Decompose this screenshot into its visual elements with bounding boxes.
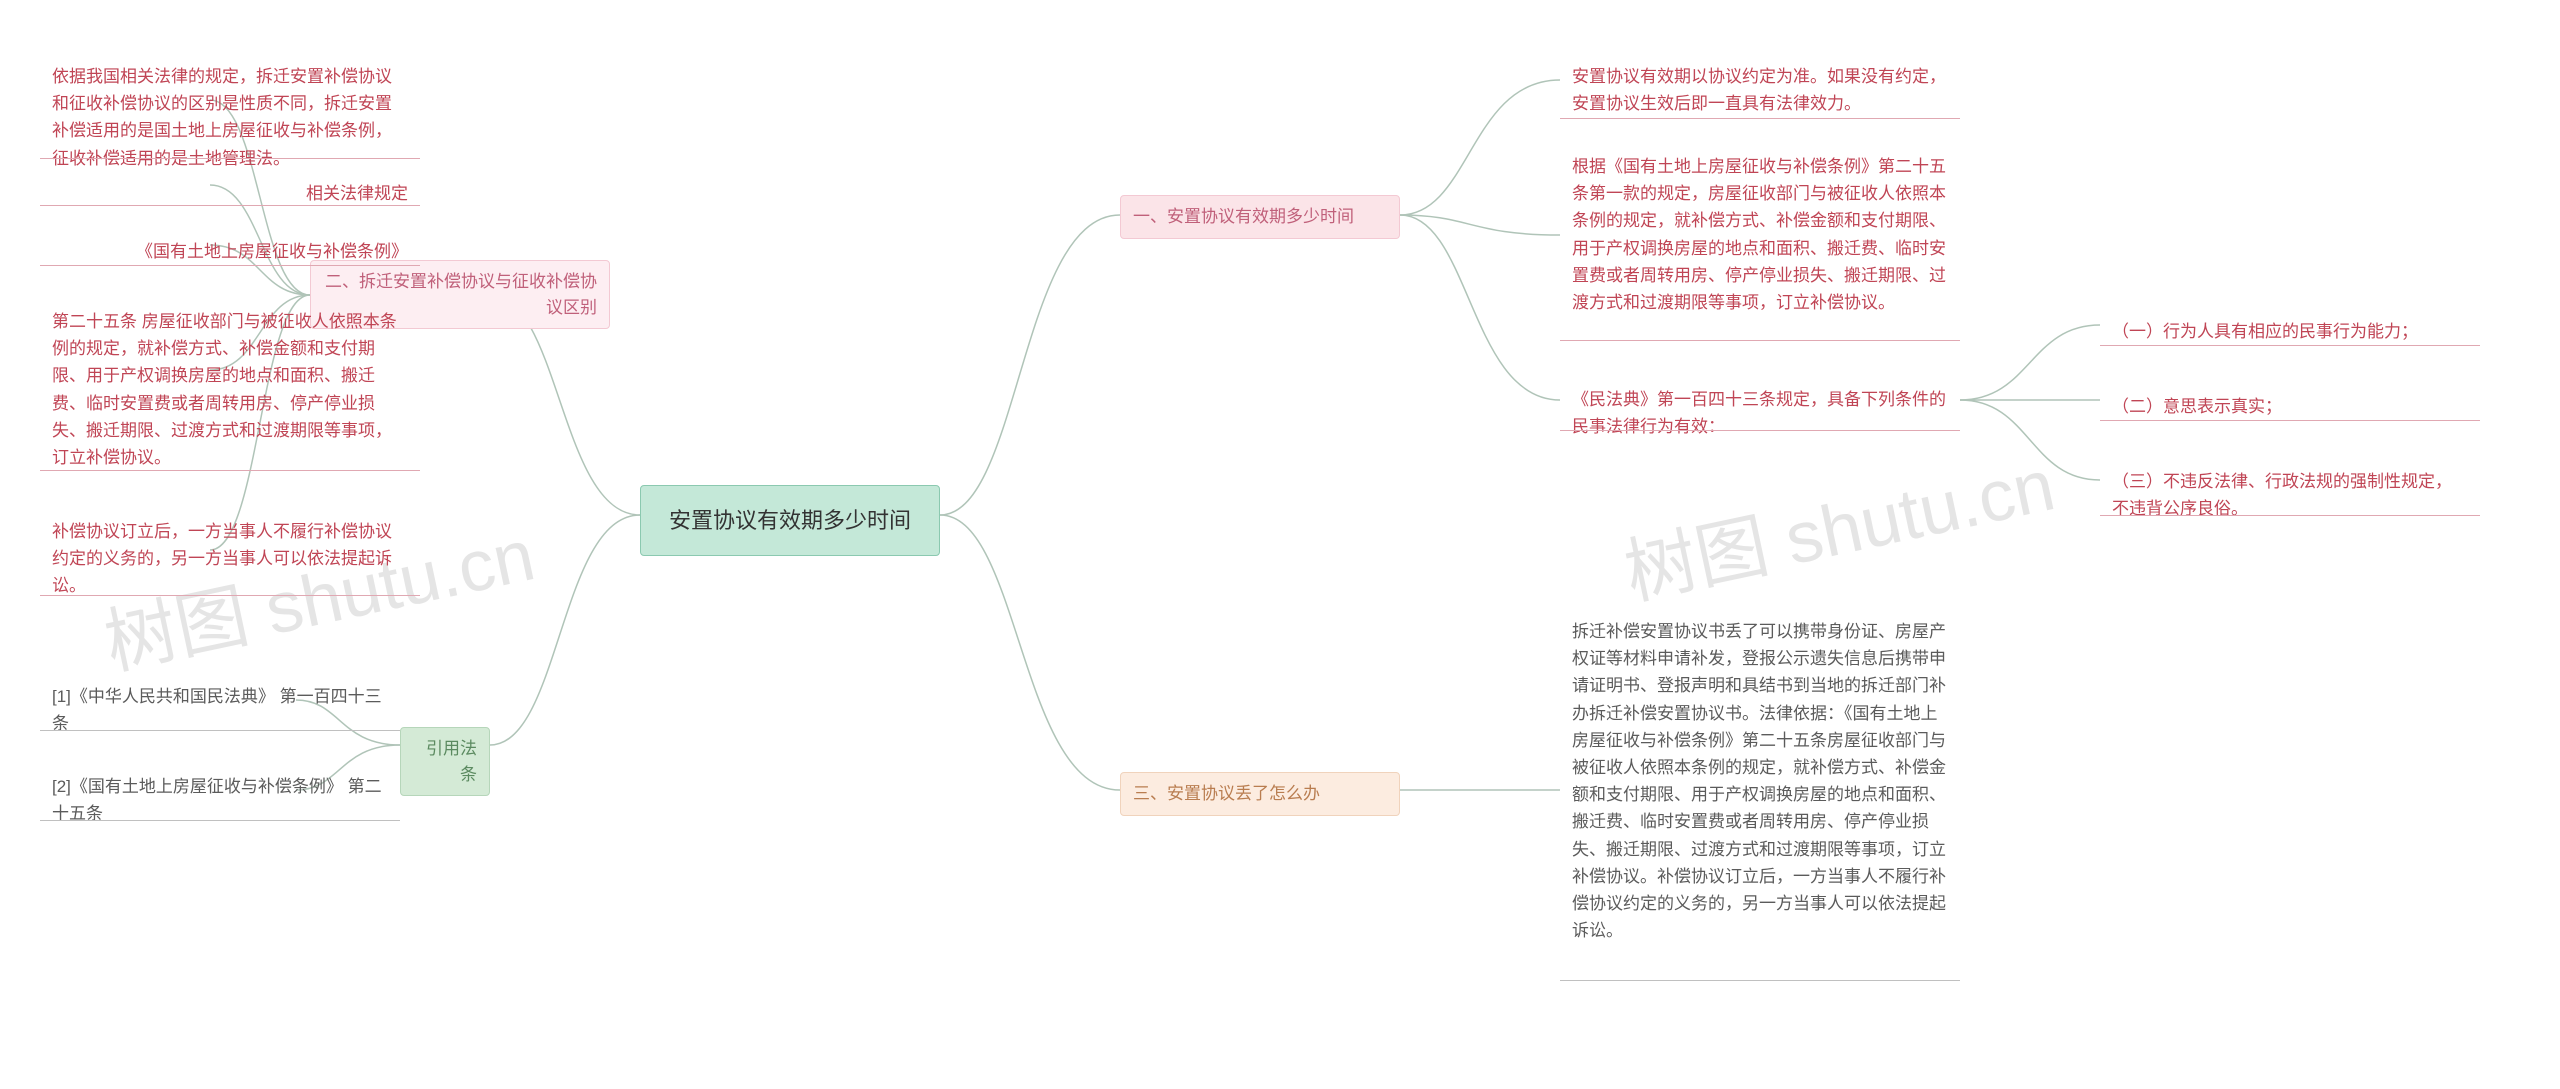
branch1-leaf1: 安置协议有效期以协议约定为准。如果没有约定，安置协议生效后即一直具有法律效力。 — [1560, 55, 1960, 125]
sep-b1-s3 — [2100, 515, 2480, 516]
sep-b2-3 — [40, 265, 420, 266]
branch1-sub3: （三）不违反法律、行政法规的强制性规定，不违背公序良俗。 — [2100, 460, 2480, 530]
sep-b3-1 — [1560, 980, 1960, 981]
sep-b1-2 — [1560, 340, 1960, 341]
sep-b2-2 — [40, 205, 420, 206]
branch-3: 三、安置协议丢了怎么办 — [1120, 772, 1400, 816]
sep-b1-s2 — [2100, 420, 2480, 421]
sep-b1-3 — [1560, 430, 1960, 431]
sep-b4-2 — [40, 820, 400, 821]
sep-b2-4 — [40, 470, 420, 471]
root-node: 安置协议有效期多少时间 — [640, 485, 940, 556]
branch2-leaf4: 第二十五条 房屋征收部门与被征收人依照本条例的规定，就补偿方式、补偿金额和支付期… — [40, 300, 420, 479]
branch-1: 一、安置协议有效期多少时间 — [1120, 195, 1400, 239]
branch-4: 引用法条 — [400, 727, 490, 796]
branch2-leaf3: 《国有土地上房屋征收与补偿条例》 — [40, 230, 420, 273]
branch3-leaf1: 拆迁补偿安置协议书丢了可以携带身份证、房屋产权证等材料申请补发，登报公示遗失信息… — [1560, 610, 1960, 952]
sep-b1-1 — [1560, 118, 1960, 119]
branch4-leaf2: [2]《国有土地上房屋征收与补偿条例》 第二十五条 — [40, 765, 400, 835]
branch1-leaf2: 根据《国有土地上房屋征收与补偿条例》第二十五条第一款的规定，房屋征收部门与被征收… — [1560, 145, 1960, 324]
branch2-leaf1: 依据我国相关法律的规定，拆迁安置补偿协议和征收补偿协议的区别是性质不同，拆迁安置… — [40, 55, 420, 180]
sep-b1-s1 — [2100, 345, 2480, 346]
branch4-leaf1: [1]《中华人民共和国民法典》 第一百四十三条 — [40, 675, 400, 745]
sep-b4-1 — [40, 730, 400, 731]
sep-b2-5 — [40, 595, 420, 596]
branch1-leaf3: 《民法典》第一百四十三条规定，具备下列条件的民事法律行为有效： — [1560, 378, 1960, 448]
branch1-sub1: （一）行为人具有相应的民事行为能力； — [2100, 310, 2480, 353]
branch2-leaf2: 相关法律规定 — [40, 172, 420, 215]
watermark-2: 树图 shutu.cn — [1614, 426, 2062, 619]
branch2-leaf5: 补偿协议订立后，一方当事人不履行补偿协议约定的义务的，另一方当事人可以依法提起诉… — [40, 510, 420, 608]
branch1-sub2: （二）意思表示真实； — [2100, 385, 2480, 428]
sep-b2-1 — [40, 158, 420, 159]
